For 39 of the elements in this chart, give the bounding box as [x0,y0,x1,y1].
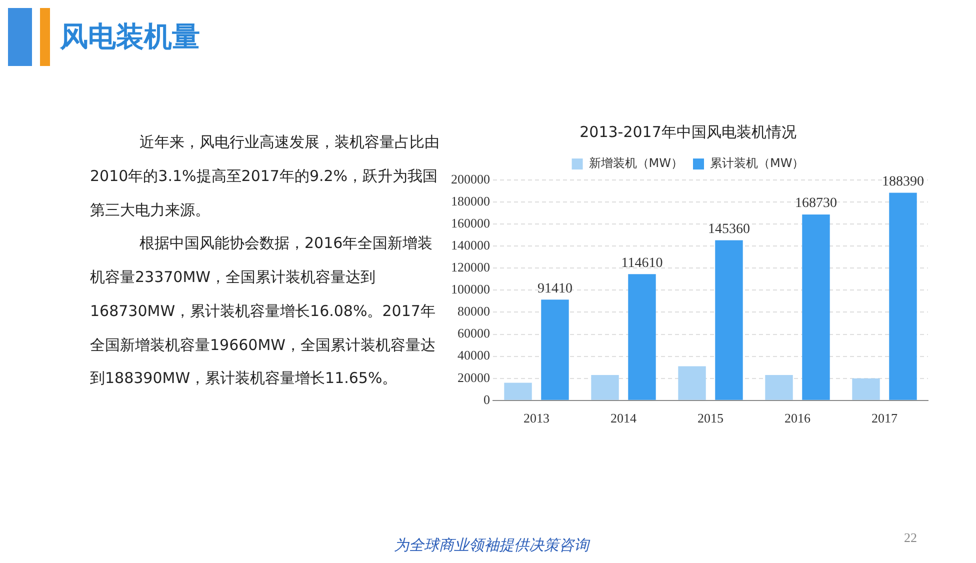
y-tick-label: 40000 [458,348,490,363]
y-tick-label: 140000 [451,238,490,253]
y-tick-label: 160000 [451,216,490,230]
y-tick-label: 80000 [458,304,490,319]
x-tick-label: 2015 [698,410,724,426]
y-tick-label: 180000 [451,193,490,208]
x-tick-label: 2013 [524,410,550,426]
bar [591,375,619,400]
y-tick-label: 120000 [451,260,490,275]
bar [765,375,793,400]
bar [852,378,880,400]
bar [541,300,569,400]
y-tick-label: 60000 [458,326,490,341]
bar [889,192,917,400]
text: 风电装机量 [60,19,200,55]
text: 22 [904,530,917,546]
data-label: 168730 [794,196,837,212]
data-label: 145360 [708,222,750,237]
x-tick-label: 2016 [784,410,811,426]
bar [678,366,706,400]
legend-label: 新增装机（MW） [588,156,683,170]
data-label: 114610 [621,256,663,271]
data-label: 91410 [537,281,572,296]
chart-subtitle: 2013-2017年中国风电装机情况 [580,122,796,141]
y-tick-label: 100000 [451,282,490,297]
x-tick-label: 2014 [610,410,637,426]
y-tick-label: 0 [484,392,490,407]
bar [628,274,656,400]
text: 根据中国风能协会数据，2016年全国新增装机容量23370MW，全国累计装机容量达到168730MW，累计装机容量增长16.08%。2017年全国新增装机容量19660MW，全国累计装机容量达到188390MW，累计装机容量增长11.65%。 [90,233,436,390]
bar [715,240,743,400]
text: 为全球商业领袖提供决策咨询 [394,536,589,555]
text: 近年来，风电行业高速发展，装机容量占比由2010年的3.1%提高至2017年的9.2%，跃升为我国第三大电力来源。 [90,132,440,220]
y-tick-label: 200000 [451,171,490,186]
y-tick-label: 20000 [458,370,490,385]
bar [802,214,830,400]
legend-label: 累计装机（MW） [710,156,804,170]
x-tick-label: 2017 [872,410,898,426]
bar [504,382,532,400]
data-label: 188390 [882,174,924,190]
